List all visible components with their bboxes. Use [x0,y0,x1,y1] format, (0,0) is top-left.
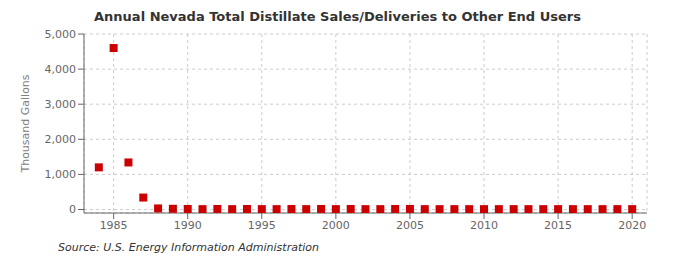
svg-text:1990: 1990 [174,219,202,232]
svg-text:2005: 2005 [396,219,424,232]
svg-text:1995: 1995 [248,219,276,232]
html-text:Source: U.S. Energy Informatio: Source: U.S. Energy Information Administ… [58,241,319,254]
svg-text:Thousand Gallons: Thousand Gallons [19,74,32,173]
svg-text:2015: 2015 [544,219,572,232]
html-text:Annual Nevada Total Distillate: Annual Nevada Total Distillate Sales/Del… [94,9,581,24]
svg-text:2010: 2010 [470,219,498,232]
svg-text:0: 0 [69,203,76,216]
svg-text:5,000: 5,000 [45,28,77,41]
svg-text:4,000: 4,000 [45,63,77,76]
svg-text:3,000: 3,000 [45,98,77,111]
svg-text:1985: 1985 [100,219,128,232]
svg-text:2000: 2000 [322,219,350,232]
svg-text:1,000: 1,000 [45,168,77,181]
svg-text:2020: 2020 [618,219,646,232]
svg-text:2,000: 2,000 [45,133,77,146]
